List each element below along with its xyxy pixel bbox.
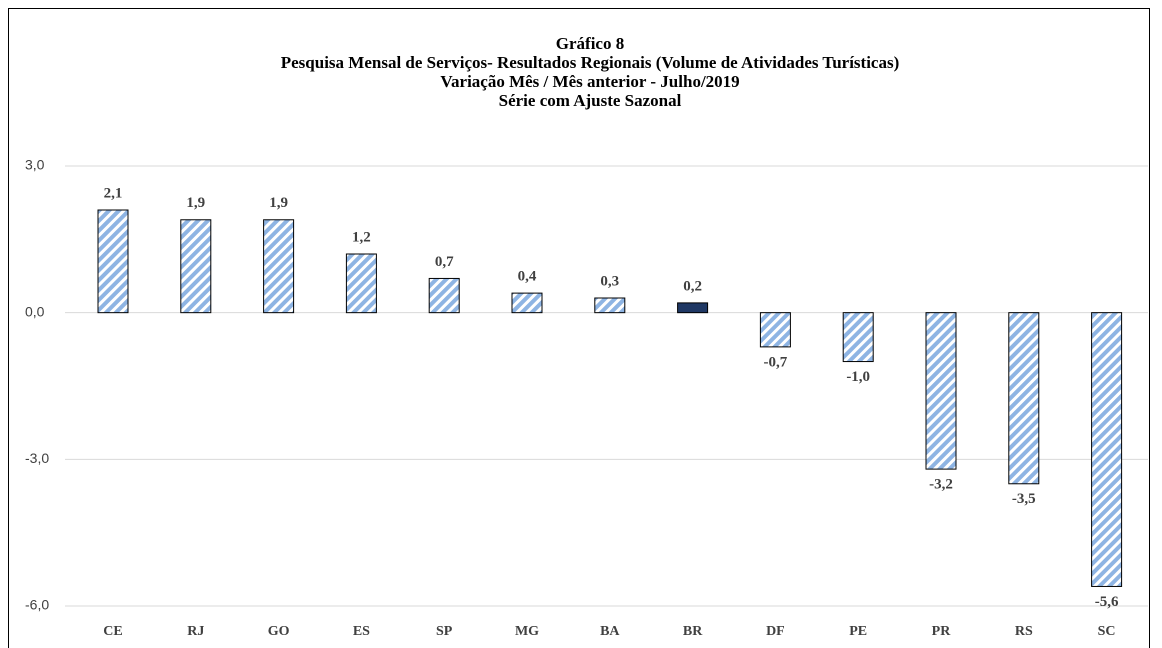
bar [1008,312,1040,485]
y-tick-label: -6,0 [25,597,49,613]
data-label: 1,2 [352,229,371,245]
bar [428,277,460,314]
x-tick-label: BR [683,624,703,639]
chart-title: Variação Mês / Mês anterior - Julho/2019 [440,72,739,91]
data-label: -1,0 [846,369,870,385]
x-tick-label: RJ [187,624,204,639]
x-tick-label: SP [436,624,453,639]
data-label: 1,9 [269,195,288,211]
bar [97,209,129,314]
bar [180,219,212,314]
bar [842,312,874,363]
x-tick-label: BA [600,624,620,639]
data-label: -5,6 [1095,594,1119,610]
y-tick-label: -3,0 [25,450,49,466]
data-label: -3,5 [1012,491,1036,507]
data-label: -0,7 [764,354,788,370]
data-label: -3,2 [929,477,953,493]
data-label: 0,4 [518,269,537,285]
bar [594,297,626,314]
bar [677,302,709,314]
chart-title: Gráfico 8 [556,34,624,53]
bar [1091,312,1123,587]
x-tick-label: RS [1015,624,1033,639]
chart-title: Pesquisa Mensal de Serviços- Resultados … [281,53,900,72]
x-tick-label: CE [103,624,122,639]
bar [511,292,543,314]
data-label: 1,9 [186,195,205,211]
x-tick-label: DF [766,624,785,639]
bar [925,312,957,470]
data-label: 0,3 [600,273,619,289]
bar [345,253,377,314]
data-label: 2,1 [104,185,123,201]
chart-title: Série com Ajuste Sazonal [499,91,682,110]
bar [263,219,295,314]
y-tick-label: 0,0 [25,303,45,319]
x-tick-label: SC [1098,624,1116,639]
chart-frame [8,8,1150,648]
x-tick-label: MG [515,624,539,639]
bar [759,312,791,348]
data-label: 0,2 [683,278,702,294]
x-tick-label: ES [353,624,370,639]
x-tick-label: PE [849,624,867,639]
y-tick-label: 3,0 [25,157,45,173]
x-tick-label: PR [932,624,952,639]
data-label: 0,7 [435,254,454,270]
x-tick-label: GO [268,624,290,639]
